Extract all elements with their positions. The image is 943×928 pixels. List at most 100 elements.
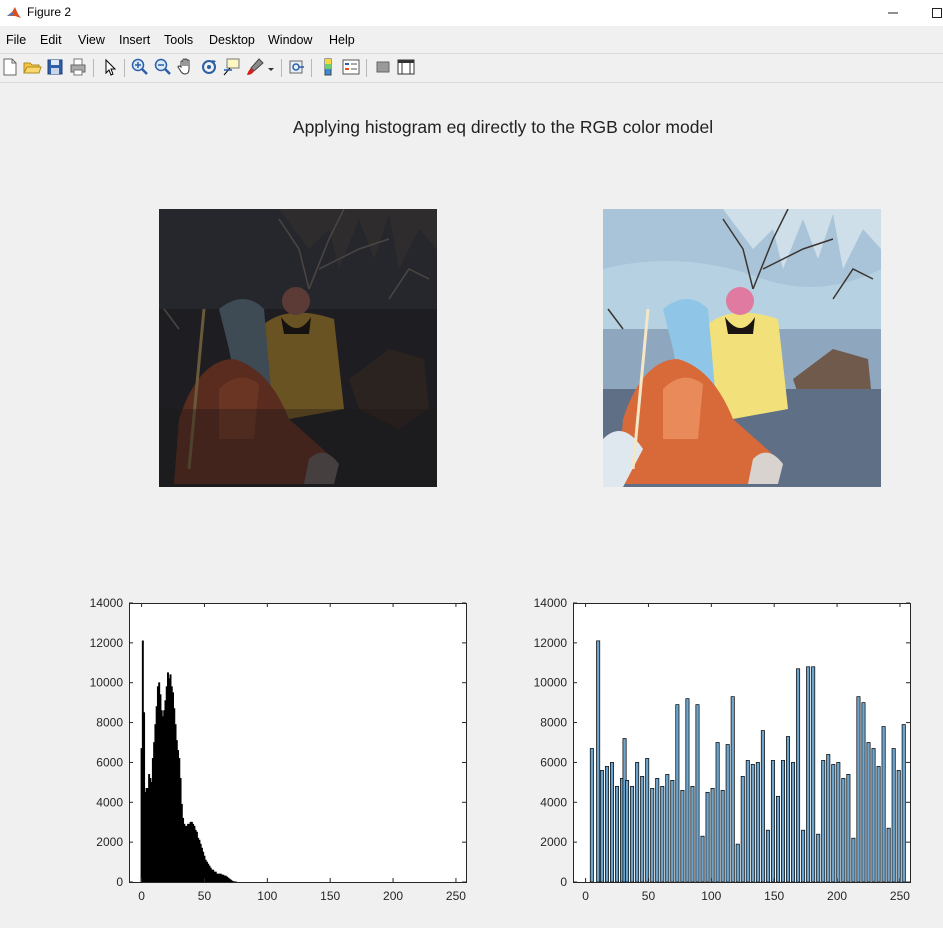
y-tick-label: 12000 bbox=[534, 636, 568, 650]
new-figure-icon[interactable] bbox=[0, 57, 20, 77]
window-title-bar: Figure 2 bbox=[0, 0, 943, 26]
histogram-bar bbox=[725, 744, 730, 883]
x-tick-label: 0 bbox=[138, 889, 145, 903]
histogram-bar bbox=[876, 766, 881, 883]
histogram-bar bbox=[675, 704, 680, 883]
insert-colorbar-icon[interactable] bbox=[318, 57, 338, 77]
histogram-bar bbox=[630, 785, 635, 883]
x-tick-label: 50 bbox=[642, 889, 656, 903]
y-tick-label: 14000 bbox=[534, 596, 568, 610]
axes-box bbox=[129, 603, 467, 883]
histogram-bar bbox=[765, 829, 770, 883]
menu-view[interactable]: View bbox=[78, 33, 105, 47]
menu-window[interactable]: Window bbox=[268, 33, 313, 47]
histogram-bar bbox=[710, 787, 715, 883]
histogram-bar bbox=[730, 696, 735, 883]
histogram-bar bbox=[685, 698, 690, 883]
y-tick-label: 6000 bbox=[540, 755, 567, 769]
histogram-bar bbox=[720, 789, 725, 883]
show-plot-tools-icon[interactable] bbox=[396, 57, 416, 77]
histogram-bar bbox=[645, 758, 650, 883]
maximize-button[interactable] bbox=[922, 0, 943, 26]
histogram-bar bbox=[821, 760, 826, 883]
y-tick-label: 12000 bbox=[90, 636, 124, 650]
zoom-in-icon[interactable] bbox=[130, 57, 150, 77]
histogram-bar bbox=[705, 791, 710, 883]
histogram-bar bbox=[670, 780, 675, 883]
minimize-icon bbox=[888, 12, 898, 14]
histogram-bar bbox=[841, 778, 846, 883]
histogram-bar bbox=[826, 754, 831, 883]
x-tick-label: 200 bbox=[827, 889, 847, 903]
toolbar-separator bbox=[124, 59, 125, 77]
equalized-image bbox=[603, 209, 881, 487]
histogram-bar bbox=[816, 833, 821, 883]
hide-plot-tools-icon[interactable] bbox=[373, 57, 393, 77]
print-icon[interactable] bbox=[68, 57, 88, 77]
menu-edit[interactable]: Edit bbox=[40, 33, 62, 47]
data-cursor-icon[interactable] bbox=[222, 57, 242, 77]
toolbar-separator bbox=[93, 59, 94, 77]
histogram-bar bbox=[861, 702, 866, 883]
axes-box bbox=[573, 603, 911, 883]
histogram-bar bbox=[599, 770, 604, 883]
histogram-bar bbox=[796, 668, 801, 883]
insert-legend-icon[interactable] bbox=[341, 57, 361, 77]
maximize-icon bbox=[932, 8, 942, 18]
histogram-bar bbox=[781, 760, 785, 883]
chevron-down-icon[interactable] bbox=[266, 57, 276, 77]
zoom-out-icon[interactable] bbox=[153, 57, 173, 77]
x-tick-label: 250 bbox=[890, 889, 910, 903]
histogram-original: 0 2000 4000 6000 8000 10000 12000 14000 0 50 100 15… bbox=[90, 596, 467, 903]
x-tick-label: 150 bbox=[764, 889, 784, 903]
menu-insert[interactable]: Insert bbox=[119, 33, 151, 47]
histogram-bar bbox=[665, 774, 670, 883]
histogram-bar bbox=[881, 726, 886, 883]
histogram-bar bbox=[786, 736, 791, 883]
histogram-bar bbox=[846, 774, 851, 883]
y-tick-label: 4000 bbox=[540, 795, 567, 809]
y-tick-label: 2000 bbox=[96, 835, 123, 849]
histogram-bar bbox=[690, 785, 695, 883]
menu-file[interactable]: File bbox=[6, 33, 27, 47]
pan-hand-icon[interactable] bbox=[176, 57, 196, 77]
histogram-bar bbox=[640, 776, 645, 883]
histogram-bar bbox=[745, 760, 750, 883]
edit-plot-arrow-icon[interactable] bbox=[100, 57, 120, 77]
histogram-bar bbox=[609, 762, 614, 883]
histogram-bar bbox=[655, 778, 660, 883]
toolbar-separator bbox=[366, 59, 367, 77]
save-icon[interactable] bbox=[45, 57, 65, 77]
x-tick-label: 250 bbox=[446, 889, 466, 903]
histogram-bar bbox=[901, 724, 906, 883]
histogram-bar bbox=[856, 696, 861, 883]
y-tick-label: 6000 bbox=[96, 755, 123, 769]
minimize-button[interactable] bbox=[878, 0, 908, 26]
histogram-bar bbox=[660, 785, 665, 883]
x-tick-label: 150 bbox=[320, 889, 340, 903]
rotate-3d-icon[interactable] bbox=[199, 57, 219, 77]
histogram-bar bbox=[625, 780, 630, 883]
histogram-bar bbox=[735, 843, 740, 883]
histogram-bar bbox=[740, 776, 745, 883]
histogram-bar bbox=[886, 827, 891, 883]
histogram-bar bbox=[866, 742, 871, 883]
menu-tools[interactable]: Tools bbox=[164, 33, 194, 47]
y-tick-label: 10000 bbox=[90, 676, 124, 690]
figure-toolbar bbox=[0, 53, 943, 83]
histogram-bar bbox=[596, 640, 601, 883]
y-tick-label: 8000 bbox=[96, 716, 123, 730]
y-tick-label: 0 bbox=[116, 875, 123, 889]
menu-desktop[interactable]: Desktop bbox=[209, 33, 255, 47]
histogram-bar bbox=[589, 748, 594, 883]
brush-icon[interactable] bbox=[245, 57, 265, 77]
histogram-bar bbox=[680, 789, 685, 883]
y-tick-label: 10000 bbox=[534, 676, 568, 690]
histogram-bar bbox=[770, 760, 775, 883]
link-plot-icon[interactable] bbox=[287, 57, 307, 77]
histogram-bar bbox=[615, 785, 619, 883]
histogram-bar bbox=[791, 762, 796, 883]
open-file-icon[interactable] bbox=[22, 57, 42, 77]
menu-help[interactable]: Help bbox=[329, 33, 355, 47]
histogram-bar bbox=[831, 764, 836, 883]
